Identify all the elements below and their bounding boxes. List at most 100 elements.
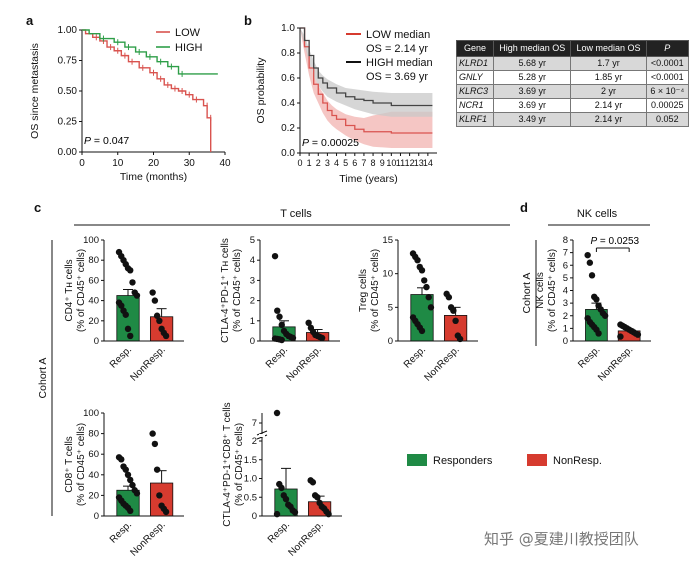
panel_d_nk-x-tick-label: NonResp. [596, 344, 635, 383]
panel_c_cd4-data-point [151, 297, 159, 304]
panel_c_cd8-data-point [149, 430, 156, 437]
panel_c_ctla4_th-y-tick-label: 5 [250, 235, 255, 246]
a-p-value: P = 0.047 [84, 135, 129, 147]
a-km-line-high [82, 29, 218, 75]
panel_c_ctla4_cd8-y-tick-label: 0.5 [244, 492, 257, 503]
panel_c_cd8-x-tick-label: Resp. [108, 519, 134, 545]
table-row: GNLY 5.28 yr 1.85 yr <0.0001 [455, 70, 690, 85]
d-cohort-label: Cohort A [521, 273, 533, 314]
a-x-tick-label: 30 [184, 158, 196, 169]
panel_c_ctla4_th-data-point [318, 334, 326, 342]
b-x-tick-label: 1 [307, 158, 312, 168]
panel_c_treg-data-point [421, 277, 428, 284]
table-header-row: Gene High median OS Low median OS P [455, 40, 690, 57]
b-y-tick-label: 0.0 [281, 148, 295, 159]
b-y-tick-label: 0.6 [281, 73, 295, 84]
panel_c_cd8-y-tick-label: 60 [88, 449, 99, 460]
panel_c_ctla4_cd8-y-tick-label: 7 [252, 418, 257, 429]
panel_c_cd8-data-point [133, 490, 141, 497]
panel_c_ctla4_th-data-point [276, 313, 283, 320]
panel_c_ctla4_cd8-data-point [291, 509, 299, 516]
panel_c_cd8-data-point [127, 507, 134, 515]
panel_c_cd4-y-tick-label: 0 [94, 336, 99, 347]
a-y-axis-label: OS since metastasis [29, 43, 41, 139]
panel_c_ctla4_th-data-point [305, 319, 312, 327]
panel_c_treg-x-tick-label: Resp. [402, 344, 428, 370]
b-x-tick-label: 13 [414, 158, 424, 168]
table-header-gene: Gene [455, 40, 495, 57]
panel_c_treg-y-tick-label: 10 [382, 269, 393, 280]
table-cell-low: 1.85 yr [570, 70, 647, 85]
b-km-line-low [300, 27, 433, 134]
panel_c_ctla4_th-y-tick-label: 0 [250, 336, 255, 347]
b-x-tick-label: 11 [396, 158, 405, 168]
panel_c_cd4-data-point [149, 289, 156, 296]
panel-letter-c: c [34, 200, 41, 215]
table-cell-gene: NCR1 [455, 98, 495, 113]
panel-letter-a: a [26, 13, 34, 28]
panel_c_cd8-x-tick-label: NonResp. [128, 519, 167, 558]
axis-break-gap [259, 434, 265, 437]
panel_c_cd8-data-point [153, 466, 161, 473]
panel_c_ctla4_th-data-point [274, 307, 281, 314]
panel_c_cd4-y-tick-label: 20 [88, 316, 99, 327]
panel_c_ctla4_cd8-y-tick-label: 1.0 [244, 474, 257, 485]
a-y-tick-label: 0.25 [58, 117, 78, 128]
panel_c_treg-data-point [418, 267, 426, 274]
b-x-tick-label: 14 [423, 158, 433, 168]
panel_c_treg-data-point [427, 304, 435, 311]
b-x-tick-label: 6 [352, 158, 357, 168]
a-y-tick-label: 0.00 [58, 147, 78, 158]
table-cell-p: <0.0001 [645, 56, 690, 71]
table-cell-gene: GNLY [455, 70, 495, 85]
b-confidence-band-high [300, 28, 433, 117]
panel_d_nk-y-tick-label: 0 [563, 336, 568, 347]
panel_c_cd8-y-tick-label: 20 [88, 490, 99, 501]
legend-swatch-responders [407, 454, 427, 466]
b-y-tick-label: 1.0 [281, 23, 295, 34]
panel_c_treg-y-axis-label: (% of CD45⁺ cells) [370, 249, 381, 332]
panel_c_ctla4_th-data-point [278, 321, 285, 329]
panel_c_ctla4_th-y-axis-label: (% of CD45⁺ cells) [232, 249, 243, 332]
panel_c_ctla4_cd8-x-tick-label: Resp. [266, 519, 292, 545]
b-x-tick-label: 9 [380, 158, 385, 168]
panel_d_nk-data-point [601, 312, 609, 319]
panel_c_cd4-data-point [118, 302, 125, 309]
b-legend-label: HIGH median [366, 57, 433, 69]
table-header-high: High median OS [493, 40, 572, 57]
panel-letter-d: d [520, 200, 528, 215]
panel_d_nk-data-point [595, 330, 602, 337]
panel_c_cd4-y-axis-label: (% of CD45⁺ cells) [76, 249, 87, 332]
legend-label-nonresp: NonResp. [553, 455, 602, 467]
table-cell-low: 1.7 yr [570, 56, 647, 71]
panel_c_cd8-data-point [156, 492, 163, 499]
b-x-tick-label: 2 [316, 158, 321, 168]
c-section-header: T cells [280, 208, 312, 220]
panel_d_nk-x-tick-label: Resp. [576, 344, 602, 370]
table-cell-gene: KLRF1 [455, 112, 495, 127]
b-x-tick-label: 12 [405, 158, 415, 168]
panel_c_ctla4_cd8-x-tick-label: NonResp. [286, 519, 325, 558]
table-row: KLRC3 3.69 yr 2 yr 6 × 10⁻⁴ [455, 84, 690, 99]
panel_c_ctla4_th-data-point [271, 252, 279, 260]
panel_d_nk-y-tick-label: 3 [563, 298, 568, 309]
b-y-tick-label: 0.8 [281, 48, 295, 59]
table-cell-gene: KLRD1 [455, 56, 495, 71]
panel_c_ctla4_th-y-axis-label: CTLA-4⁺PD-1⁺ Tʜ cells [220, 238, 231, 343]
panel_c_ctla4_th-y-tick-label: 2 [250, 296, 255, 307]
panel_c_treg-data-point [418, 327, 426, 335]
panel_c_cd4-data-point [129, 279, 136, 286]
b-legend-label: OS = 3.69 yr [366, 71, 428, 83]
panel_c_cd8-data-point [127, 476, 134, 484]
panel_c_cd8-y-tick-label: 0 [94, 511, 99, 522]
table-row: NCR1 3.69 yr 2.14 yr 0.00025 [455, 98, 690, 113]
panel_c_treg-y-tick-label: 0 [388, 336, 393, 347]
panel_c_ctla4_cd8-y-tick-label: 1.5 [244, 455, 257, 466]
panel_c_treg-y-tick-label: 15 [382, 235, 393, 246]
panel_c_treg-data-point [423, 283, 430, 291]
panel_c_treg-data-point [425, 294, 432, 301]
b-x-tick-label: 4 [334, 158, 339, 168]
b-confidence-band-low [300, 28, 433, 148]
b-y-tick-label: 0.2 [281, 123, 295, 134]
table-cell-p: 0.00025 [645, 98, 690, 113]
